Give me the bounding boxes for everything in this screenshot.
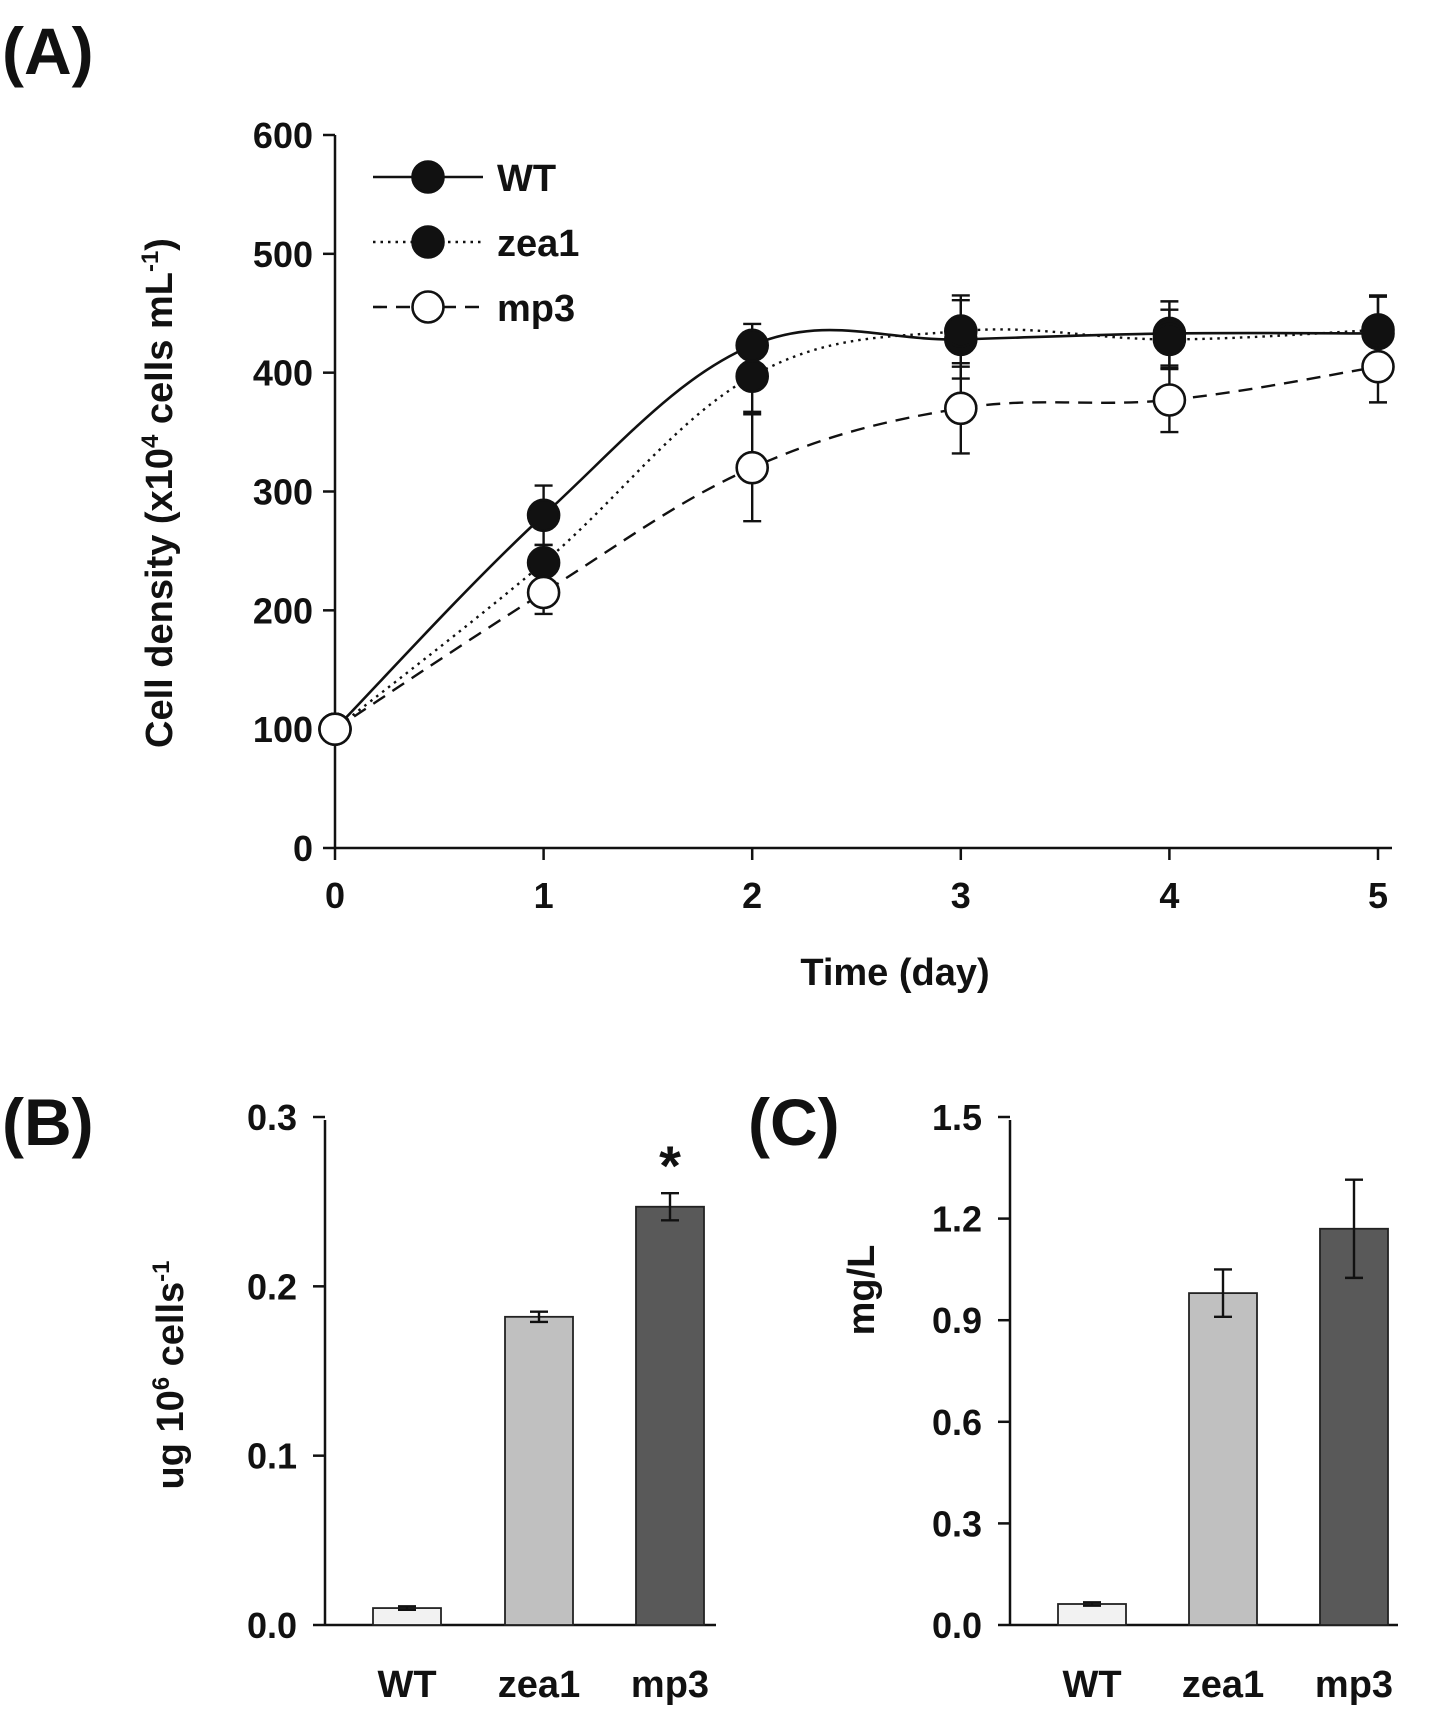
panel-c-x-ticks: WT zea1 mp3 — [1062, 1664, 1393, 1706]
panel-b-y-label: ug 106 cells-1 — [148, 1260, 192, 1489]
x-tick-label: 1 — [534, 875, 554, 916]
data-point-zea1 — [735, 359, 770, 394]
panel-b: (B) 0.0 0.1 0.2 0.3 * WT zea1 mp3 ug 106 cell… — [2, 1085, 716, 1706]
series-line-zea1 — [334, 328, 1379, 731]
y-label-part: ug 10 — [150, 1390, 192, 1489]
y-tick-label: 0.3 — [247, 1097, 297, 1138]
x-tick-label: 5 — [1368, 875, 1388, 916]
y-label-part: cells mL — [139, 272, 181, 435]
y-tick-label: 400 — [253, 353, 313, 394]
y-label-part: ) — [139, 238, 181, 251]
y-tick-label: 0.6 — [932, 1402, 982, 1443]
data-point-zea1 — [526, 545, 561, 580]
panel-b-y-ticks: 0.0 0.1 0.2 0.3 — [247, 1097, 325, 1646]
data-point-WT — [735, 328, 770, 363]
x-category-label: zea1 — [1182, 1664, 1264, 1706]
data-point-mp3 — [1361, 349, 1395, 384]
legend-label-zea1: zea1 — [497, 223, 579, 265]
panel-b-label: (B) — [2, 1085, 94, 1159]
panel-b-bars: * — [372, 1134, 705, 1626]
data-point-WT — [526, 498, 561, 533]
bar-mp3 — [635, 1205, 705, 1626]
data-point-zea1 — [943, 314, 978, 348]
y-tick-label: 600 — [253, 115, 313, 156]
series-line-WT — [334, 328, 1379, 731]
x-category-label: mp3 — [1315, 1664, 1393, 1706]
x-tick-label: 2 — [742, 875, 762, 916]
bar-mp3 — [1319, 1227, 1389, 1626]
legend-label-mp3: mp3 — [497, 288, 575, 330]
x-category-label: mp3 — [631, 1664, 709, 1706]
y-tick-label: 0.3 — [932, 1503, 982, 1544]
data-point-mp3 — [943, 391, 978, 426]
y-tick-label: 0.0 — [247, 1605, 297, 1646]
y-label-part: -1 — [137, 251, 164, 272]
legend-label-WT: WT — [497, 158, 556, 200]
y-tick-label: 300 — [253, 472, 313, 513]
data-point-zea1 — [1361, 313, 1395, 347]
panel-c: (C) 0.0 0.3 0.6 0.9 1.2 1.5 WT zea1 mp3 mg/L — [748, 1085, 1398, 1706]
panel-c-y-ticks: 0.0 0.3 0.6 0.9 1.2 1.5 — [932, 1097, 1010, 1646]
panel-a-label: (A) — [2, 14, 94, 88]
y-tick-label: 0.2 — [247, 1266, 297, 1307]
data-point-mp3 — [1152, 383, 1187, 417]
y-tick-label: 500 — [253, 234, 313, 275]
x-tick-label: 0 — [325, 875, 345, 916]
panel-a-x-ticks: 0 1 2 3 4 5 — [325, 848, 1388, 916]
y-tick-label: 0.1 — [247, 1436, 297, 1477]
y-label-part: Cell density (x10 — [139, 448, 181, 748]
bar-WT — [1057, 1603, 1127, 1626]
y-tick-label: 0 — [293, 828, 313, 869]
panel-a-points — [318, 313, 1395, 746]
y-tick-label: 1.2 — [932, 1199, 982, 1240]
x-category-label: WT — [1062, 1664, 1121, 1706]
panel-a: (A) 0 100 200 300 400 500 600 0 1 2 3 4 5 Time (day… — [2, 14, 1395, 994]
legend-marker-zea1 — [411, 225, 445, 259]
data-point-mp3 — [526, 575, 561, 610]
panel-c-bars — [1057, 1178, 1389, 1626]
y-tick-label: 200 — [253, 590, 313, 631]
y-label-part: 4 — [137, 434, 164, 448]
series-line-mp3 — [334, 365, 1379, 731]
y-tick-label: 100 — [253, 709, 313, 750]
panel-a-x-label: Time (day) — [800, 952, 989, 994]
y-label-part: cells — [150, 1282, 192, 1377]
bar-zea1 — [1188, 1292, 1258, 1626]
x-category-label: zea1 — [498, 1664, 580, 1706]
y-tick-label: 0.0 — [932, 1605, 982, 1646]
x-category-label: WT — [377, 1664, 436, 1706]
panel-a-y-label: Cell density (x104 cells mL-1) — [137, 238, 181, 748]
panel-b-x-ticks: WT zea1 mp3 — [377, 1664, 709, 1706]
y-label-part: -1 — [148, 1260, 175, 1281]
panel-a-legend: WT zea1 mp3 — [373, 158, 579, 330]
legend-marker-mp3 — [411, 290, 445, 324]
y-tick-label: 0.9 — [932, 1300, 982, 1341]
y-label-part: mg/L — [841, 1245, 883, 1336]
x-tick-label: 3 — [951, 875, 971, 916]
panel-a-y-ticks: 0 100 200 300 400 500 600 — [253, 115, 335, 869]
panel-c-label: (C) — [748, 1085, 840, 1159]
y-tick-label: 1.5 — [932, 1097, 982, 1138]
panel-a-series-lines — [334, 328, 1379, 731]
data-point-mp3 — [735, 450, 770, 485]
panel-c-y-label: mg/L — [841, 1245, 883, 1336]
legend-marker-WT — [411, 160, 445, 194]
y-label-part: 6 — [148, 1377, 175, 1390]
bar-zea1 — [504, 1315, 574, 1626]
x-tick-label: 4 — [1159, 875, 1179, 916]
data-point-mp3 — [318, 712, 352, 746]
data-point-zea1 — [1152, 322, 1187, 357]
significance-marker: * — [659, 1134, 681, 1197]
